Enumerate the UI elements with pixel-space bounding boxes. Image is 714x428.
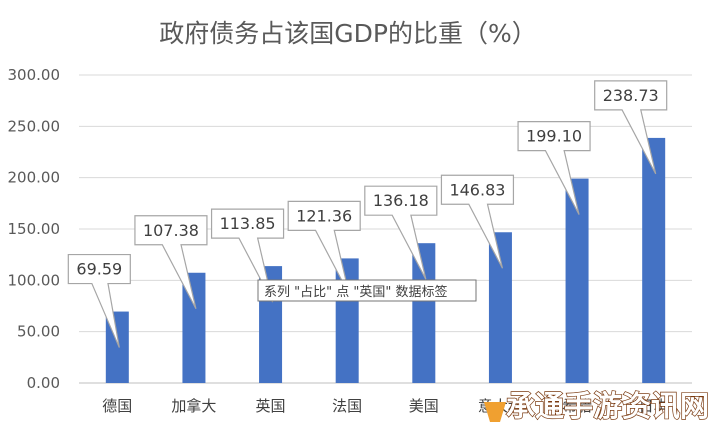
x-category-label: 加拿大 xyxy=(171,397,216,415)
callout-shape xyxy=(134,215,208,310)
x-category-label: 希腊 xyxy=(562,397,592,415)
y-tick-label: 300.00 xyxy=(8,66,61,84)
data-labels: 69.59 107.38 113.85 121.36 136.18 146.83 199.1… xyxy=(67,80,668,348)
callout-shape xyxy=(67,253,131,348)
y-tick-label: 250.00 xyxy=(8,117,61,135)
bar xyxy=(335,258,359,383)
y-axis-ticks: 0.00 50.00 100.00 150.00 200.00 250.00 300.00 xyxy=(8,66,61,392)
callout-shape xyxy=(594,80,668,175)
callout-shape xyxy=(364,185,438,280)
data-label: 199.10 xyxy=(526,127,582,146)
data-label-callout: 113.85 xyxy=(210,208,285,303)
data-label: 113.85 xyxy=(220,214,276,233)
data-label-callout: 199.10 xyxy=(517,120,591,215)
bar xyxy=(488,232,512,383)
data-label-callout: 146.83 xyxy=(440,174,515,269)
data-label: 146.83 xyxy=(449,180,505,199)
chart-title: 政府债务占该国GDP的比重（%） xyxy=(159,19,536,48)
x-category-label: 英国 xyxy=(256,397,286,415)
y-tick-label: 0.00 xyxy=(27,374,60,392)
bars xyxy=(105,137,666,383)
y-tick-label: 150.00 xyxy=(8,220,61,238)
data-label-callout: 121.36 xyxy=(287,200,361,295)
watermark: 承通手游资讯网 xyxy=(484,388,710,424)
y-tick-label: 200.00 xyxy=(8,169,61,187)
callout-shape xyxy=(517,120,591,215)
data-label: 69.59 xyxy=(76,260,122,279)
data-label-tooltip: 系列 "占比" 点 "英国" 数据标签 xyxy=(257,279,477,302)
data-label: 107.38 xyxy=(143,221,199,240)
y-tick-label: 50.00 xyxy=(17,323,60,341)
data-label: 238.73 xyxy=(603,86,659,105)
x-category-label: 德国 xyxy=(102,397,132,415)
data-label-callout: 69.59 xyxy=(67,253,131,348)
y-tick-label: 100.00 xyxy=(8,271,61,289)
callout-shape xyxy=(287,200,361,295)
data-label-callout: 136.18 xyxy=(364,185,438,280)
data-label: 136.18 xyxy=(373,191,429,210)
bar xyxy=(642,137,666,383)
watermark-logo-icon xyxy=(484,402,506,422)
x-category-label: 美国 xyxy=(409,397,439,415)
data-label-callout: 107.38 xyxy=(134,215,208,310)
watermark-text: 承通手游资讯网 xyxy=(506,389,709,423)
tooltip-text: 系列 "占比" 点 "英国" 数据标签 xyxy=(264,284,447,300)
bar xyxy=(182,272,206,383)
bar xyxy=(565,178,589,383)
x-category-label: 法国 xyxy=(332,397,362,415)
bar xyxy=(412,243,436,383)
data-label-callout: 238.73 xyxy=(594,80,668,175)
callout-shape xyxy=(210,208,285,303)
callout-shape xyxy=(440,174,515,269)
x-category-label: 日本 xyxy=(639,397,669,415)
data-label: 121.36 xyxy=(296,206,352,225)
